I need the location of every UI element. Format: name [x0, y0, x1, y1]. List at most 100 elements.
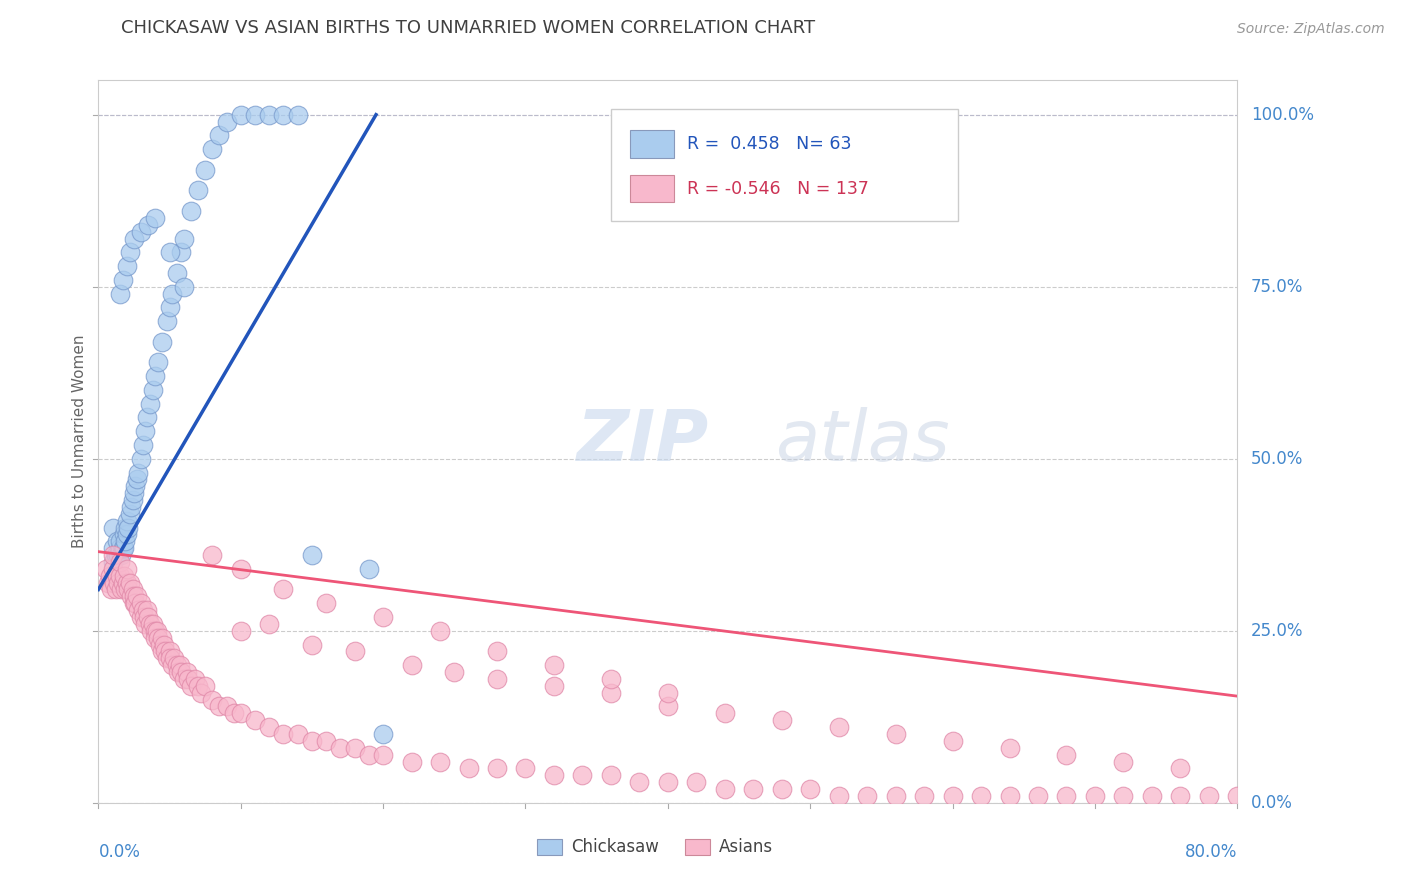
Point: [112, 541, 135, 556]
Point: [222, 706, 245, 721]
Point: [122, 590, 145, 604]
Point: [315, 596, 337, 610]
Point: [1112, 789, 1135, 803]
Point: [159, 245, 181, 260]
Point: [138, 397, 160, 411]
Point: [110, 582, 132, 597]
Point: [122, 486, 145, 500]
Point: [101, 548, 124, 562]
Point: [146, 624, 169, 638]
Point: [828, 789, 851, 803]
Point: [457, 761, 479, 775]
Point: [115, 575, 138, 590]
Point: [600, 768, 623, 782]
Y-axis label: Births to Unmarried Women: Births to Unmarried Women: [72, 334, 87, 549]
Point: [155, 644, 177, 658]
Point: [124, 596, 146, 610]
Point: [127, 603, 149, 617]
Text: 25.0%: 25.0%: [1251, 622, 1303, 640]
Text: 0.0%: 0.0%: [98, 843, 141, 861]
Point: [1140, 789, 1163, 803]
Point: [942, 734, 965, 748]
Point: [970, 789, 993, 803]
Point: [121, 582, 143, 597]
Point: [1226, 789, 1249, 803]
Point: [259, 616, 281, 631]
Text: 80.0%: 80.0%: [1185, 843, 1237, 861]
Point: [714, 706, 737, 721]
Point: [169, 658, 191, 673]
Point: [543, 658, 565, 673]
Point: [201, 692, 224, 706]
Point: [401, 658, 423, 673]
Point: [101, 541, 124, 556]
Bar: [537, 838, 562, 855]
Point: [273, 727, 295, 741]
Point: [122, 596, 145, 610]
Point: [184, 672, 207, 686]
Point: [101, 555, 124, 569]
FancyBboxPatch shape: [612, 109, 959, 221]
Point: [429, 624, 451, 638]
Point: [770, 782, 793, 797]
Point: [201, 548, 224, 562]
Point: [141, 616, 163, 631]
Point: [1056, 747, 1078, 762]
Point: [1170, 761, 1192, 775]
Point: [115, 514, 138, 528]
Point: [153, 638, 176, 652]
Point: [942, 789, 965, 803]
Point: [114, 520, 136, 534]
Point: [714, 782, 737, 797]
Point: [108, 534, 131, 549]
Point: [125, 590, 148, 604]
Point: [117, 520, 139, 534]
Point: [103, 575, 125, 590]
Point: [1170, 789, 1192, 803]
Point: [657, 699, 679, 714]
Point: [124, 479, 146, 493]
Text: 50.0%: 50.0%: [1251, 450, 1303, 467]
Point: [159, 644, 181, 658]
Point: [118, 575, 141, 590]
Point: [107, 575, 129, 590]
Point: [543, 768, 565, 782]
Bar: [630, 175, 673, 202]
Point: [111, 273, 134, 287]
Point: [148, 631, 170, 645]
Point: [111, 575, 134, 590]
Point: [148, 355, 170, 369]
Point: [208, 699, 231, 714]
Point: [600, 672, 623, 686]
Point: [166, 266, 188, 280]
Point: [329, 740, 352, 755]
Point: [129, 610, 152, 624]
Point: [173, 279, 195, 293]
Point: [125, 472, 148, 486]
Point: [104, 582, 127, 597]
Point: [215, 699, 238, 714]
Point: [1026, 789, 1049, 803]
Text: Chickasaw: Chickasaw: [571, 838, 659, 855]
Point: [194, 162, 217, 177]
Point: [343, 644, 366, 658]
Point: [884, 727, 907, 741]
Point: [443, 665, 465, 679]
Point: [101, 520, 124, 534]
Point: [401, 755, 423, 769]
Point: [129, 451, 152, 466]
Point: [301, 734, 323, 748]
Text: 0.0%: 0.0%: [1251, 794, 1294, 812]
Point: [98, 568, 121, 582]
Point: [145, 624, 167, 638]
Point: [112, 568, 135, 582]
Point: [1198, 789, 1220, 803]
Point: [118, 245, 141, 260]
Point: [149, 638, 172, 652]
Point: [145, 369, 167, 384]
Point: [571, 768, 593, 782]
Point: [129, 596, 152, 610]
Point: [215, 114, 238, 128]
Point: [135, 603, 157, 617]
Point: [107, 548, 129, 562]
